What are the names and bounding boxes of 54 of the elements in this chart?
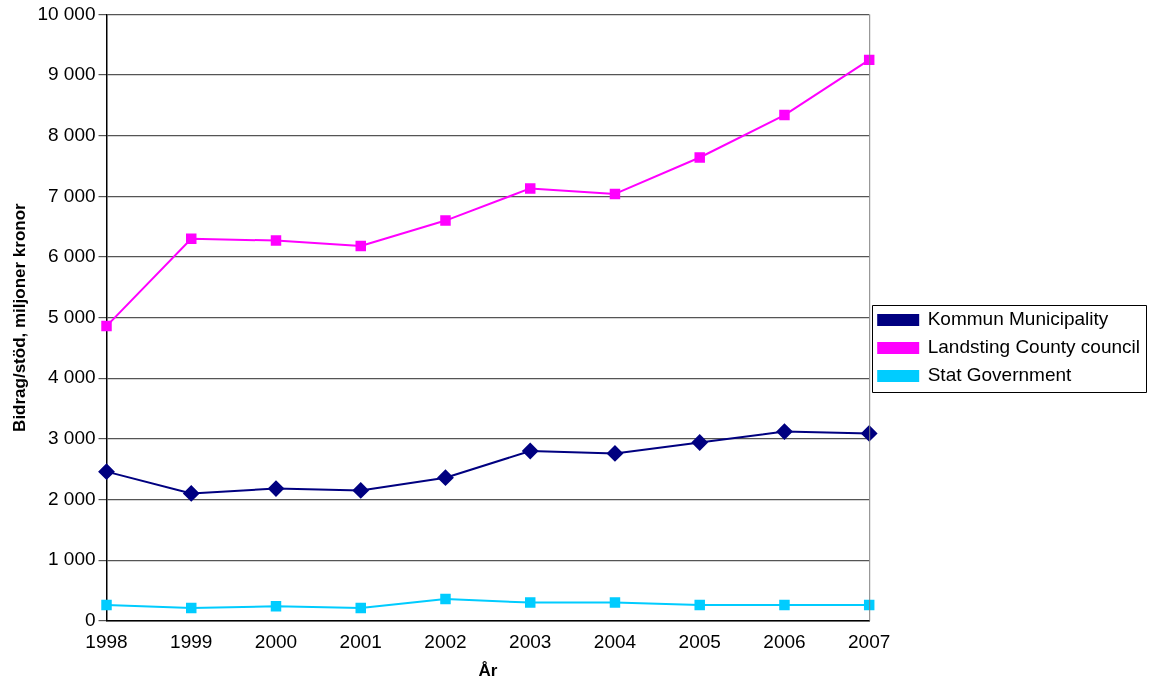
- x-tick-label: 1998: [85, 631, 128, 653]
- x-tick-label: 2006: [763, 631, 806, 653]
- point: [352, 482, 369, 499]
- y-tick-label: 8 000: [47, 123, 96, 145]
- x-axis-title: År: [478, 661, 498, 681]
- y-axis-title: Bidrag/stöd, miljoner kronor: [9, 202, 29, 432]
- legend-label: Landsting County council: [927, 336, 1141, 358]
- point: [101, 320, 112, 332]
- x-tick-label: 2001: [339, 631, 382, 653]
- y-tick-label: 9 000: [47, 63, 96, 85]
- point: [694, 152, 705, 163]
- point: [606, 445, 623, 462]
- y-tick-label: 0: [84, 609, 96, 631]
- point: [101, 599, 112, 611]
- x-tick-label: 2007: [848, 631, 891, 653]
- point: [186, 233, 197, 245]
- legend-label: Kommun Municipality: [927, 308, 1109, 330]
- point: [183, 485, 200, 502]
- point: [186, 602, 197, 614]
- point: [98, 463, 115, 480]
- point: [609, 597, 621, 608]
- point: [268, 480, 284, 497]
- x-tick-label: 2002: [424, 631, 467, 653]
- y-tick-label: 7 000: [47, 184, 96, 206]
- y-tick-label: 3 000: [47, 427, 96, 449]
- y-tick-label: 2 000: [47, 487, 96, 509]
- x-tick-label: 2004: [593, 631, 637, 653]
- x-tick-label: 2003: [509, 631, 552, 653]
- y-tick-label: 6 000: [47, 245, 96, 267]
- x-tick-label: 1999: [170, 631, 213, 653]
- point: [437, 469, 454, 486]
- point: [694, 599, 705, 611]
- point: [440, 593, 451, 605]
- y-tick-label: 4 000: [47, 366, 96, 388]
- point: [270, 601, 282, 612]
- legend-label: Stat Government: [927, 364, 1073, 386]
- point: [609, 188, 621, 200]
- x-tick-label: 2005: [678, 631, 721, 653]
- point: [522, 443, 539, 460]
- point: [355, 602, 366, 614]
- point: [861, 425, 878, 442]
- point: [779, 109, 790, 121]
- x-tick-label: 2000: [254, 631, 298, 653]
- point: [355, 240, 366, 252]
- point: [779, 599, 790, 611]
- y-tick-label: 10 000: [37, 2, 96, 24]
- point: [524, 183, 536, 194]
- point: [440, 215, 451, 226]
- point: [524, 597, 536, 608]
- y-tick-label: 5 000: [47, 305, 96, 327]
- point: [691, 434, 708, 451]
- point: [776, 423, 793, 440]
- y-tick-label: 1 000: [47, 548, 96, 570]
- point: [270, 235, 282, 246]
